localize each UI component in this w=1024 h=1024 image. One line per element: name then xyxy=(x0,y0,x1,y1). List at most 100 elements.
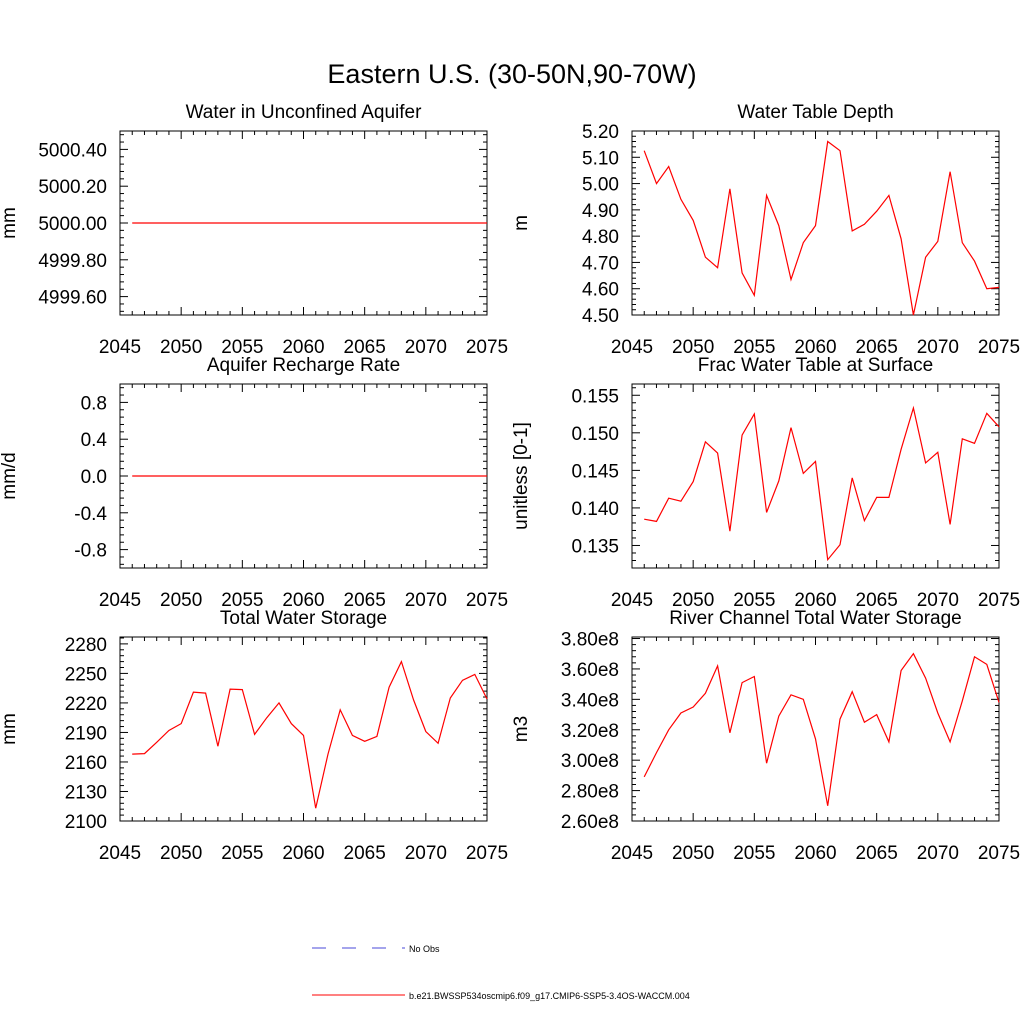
x-tick-label: 2045 xyxy=(611,590,653,611)
x-tick-label: 2070 xyxy=(917,337,959,358)
panel-2: 2045 2050 2055 2060 2065 2070 2075 4.50 4.60 4.70… xyxy=(511,102,1020,358)
y-axis-label: unitless [0-1] xyxy=(511,422,532,530)
x-tick-label: 2070 xyxy=(405,843,447,864)
x-tick-label: 2075 xyxy=(978,590,1020,611)
y-tick-label: 0.155 xyxy=(571,386,619,407)
x-tick-label: 2070 xyxy=(917,843,959,864)
x-tick-label: 2055 xyxy=(733,843,775,864)
x-tick-label: 2050 xyxy=(160,590,202,611)
y-tick-label: 0.135 xyxy=(571,536,619,557)
y-tick-label: -0.8 xyxy=(74,541,107,562)
legend: No Obs b.e21.BWSSP534oscmip6.f09_g17.CMI… xyxy=(312,944,690,1001)
y-tick-label: 2130 xyxy=(65,782,107,803)
x-tick-label: 2055 xyxy=(221,843,263,864)
panel-title: River Channel Total Water Storage xyxy=(669,608,962,629)
y-tick-label: 5000.40 xyxy=(38,140,107,161)
panel-title: Total Water Storage xyxy=(220,608,387,629)
panel-5: 2045 2050 2055 2060 2065 2070 2075 2100 2130 2160… xyxy=(0,608,508,864)
y-tick-label: 4.50 xyxy=(582,306,619,327)
y-tick-label: 3.60e8 xyxy=(561,660,619,681)
y-axis-label: mm xyxy=(0,207,20,239)
panel-3: 2045 2050 2055 2060 2065 2070 2075 -0.8 -0.4 0.0 0… xyxy=(0,355,508,611)
x-tick-label: 2045 xyxy=(99,337,141,358)
x-tick-label: 2075 xyxy=(978,843,1020,864)
x-tick-label: 2045 xyxy=(611,843,653,864)
series-line xyxy=(643,652,1000,806)
y-tick-label: 2250 xyxy=(65,664,107,685)
x-tick-label: 2075 xyxy=(466,337,508,358)
y-tick-label: 2.80e8 xyxy=(561,782,619,803)
x-tick-label: 2065 xyxy=(856,843,898,864)
y-tick-label: 5.20 xyxy=(582,122,619,143)
y-tick-label: 0.145 xyxy=(571,461,619,482)
y-tick-label: 0.4 xyxy=(81,430,108,451)
y-tick-label: 0.140 xyxy=(571,499,619,520)
y-tick-label: 4.80 xyxy=(582,227,619,248)
series-line xyxy=(643,140,1000,316)
x-tick-label: 2050 xyxy=(672,337,714,358)
x-tick-label: 2055 xyxy=(221,590,263,611)
series-line xyxy=(132,659,488,809)
x-tick-label: 2065 xyxy=(856,590,898,611)
legend-obs-label: No Obs xyxy=(409,944,440,954)
panel-title: Water Table Depth xyxy=(737,102,893,123)
y-tick-label: 5000.00 xyxy=(38,214,107,235)
y-tick-label: 5.00 xyxy=(582,175,619,196)
y-tick-label: 4999.60 xyxy=(38,288,107,309)
y-axis-label: mm xyxy=(0,713,20,745)
y-tick-label: 2160 xyxy=(65,753,107,774)
x-tick-label: 2045 xyxy=(99,843,141,864)
panel-6: 2045 2050 2055 2060 2065 2070 2075 2.60e8 2.80e8… xyxy=(511,608,1020,864)
x-tick-label: 2070 xyxy=(405,590,447,611)
y-tick-label: 4.90 xyxy=(582,201,619,222)
x-tick-label: 2070 xyxy=(917,590,959,611)
panel-title: Frac Water Table at Surface xyxy=(698,355,934,376)
y-tick-label: 2220 xyxy=(65,694,107,715)
x-tick-label: 2050 xyxy=(160,843,202,864)
x-tick-label: 2075 xyxy=(978,337,1020,358)
y-tick-label: 2.60e8 xyxy=(561,812,619,833)
y-tick-label: 4.70 xyxy=(582,253,619,274)
x-tick-label: 2075 xyxy=(466,843,508,864)
figure-title: Eastern U.S. (30-50N,90-70W) xyxy=(327,59,696,89)
y-tick-label: 2190 xyxy=(65,723,107,744)
x-tick-label: 2050 xyxy=(672,843,714,864)
y-tick-label: 3.40e8 xyxy=(561,690,619,711)
y-tick-label: -0.4 xyxy=(74,504,107,525)
y-axis-label: m3 xyxy=(511,716,532,742)
x-tick-label: 2060 xyxy=(282,843,324,864)
x-tick-label: 2055 xyxy=(733,590,775,611)
panel-1: 2045 2050 2055 2060 2065 2070 2075 4999.60 4999.… xyxy=(0,102,508,358)
plot-frame xyxy=(631,383,1000,569)
panel-title: Aquifer Recharge Rate xyxy=(207,355,400,376)
series-line xyxy=(644,405,1000,562)
y-axis-label: mm/d xyxy=(0,452,20,500)
plot-frame xyxy=(119,636,488,822)
x-tick-label: 2055 xyxy=(221,337,263,358)
x-tick-label: 2060 xyxy=(282,337,324,358)
panel-title: Water in Unconfined Aquifer xyxy=(186,102,423,123)
plot-frame xyxy=(631,636,1000,822)
x-tick-label: 2065 xyxy=(344,337,386,358)
y-tick-label: 3.20e8 xyxy=(561,721,619,742)
x-tick-label: 2070 xyxy=(405,337,447,358)
y-tick-label: 2280 xyxy=(65,635,107,656)
y-axis-label: m xyxy=(511,215,532,231)
x-tick-label: 2055 xyxy=(733,337,775,358)
y-tick-label: 2100 xyxy=(65,812,107,833)
y-tick-label: 3.80e8 xyxy=(561,630,619,651)
x-tick-label: 2065 xyxy=(856,337,898,358)
y-tick-label: 4999.80 xyxy=(38,251,107,272)
x-tick-label: 2060 xyxy=(794,590,836,611)
x-tick-label: 2075 xyxy=(466,590,508,611)
y-tick-label: 4.60 xyxy=(582,280,619,301)
y-tick-label: 0.8 xyxy=(81,393,107,414)
x-tick-label: 2050 xyxy=(160,337,202,358)
y-tick-label: 0.150 xyxy=(571,424,619,445)
legend-model-label: b.e21.BWSSP534oscmip6.f09_g17.CMIP6-SSP5… xyxy=(409,991,690,1001)
y-tick-label: 5.10 xyxy=(582,148,619,169)
x-tick-label: 2065 xyxy=(344,590,386,611)
x-tick-label: 2050 xyxy=(672,590,714,611)
y-tick-label: 0.0 xyxy=(81,467,107,488)
